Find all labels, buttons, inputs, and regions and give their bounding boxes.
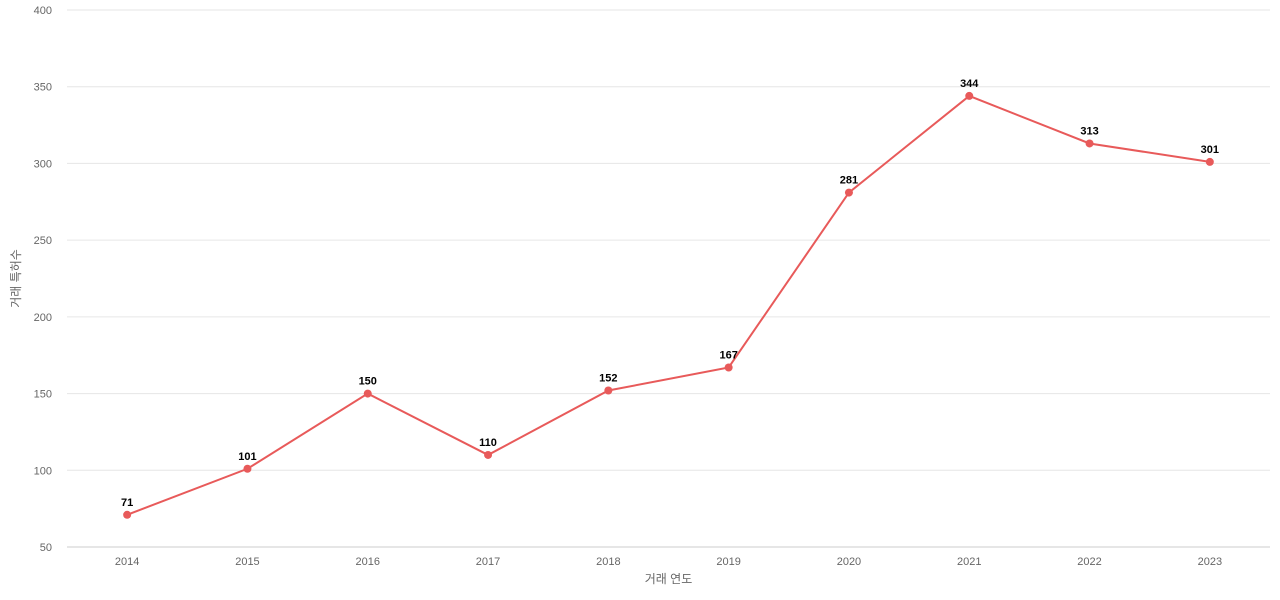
data-label: 313: [1080, 125, 1098, 137]
y-axis-title: 거래 특허수: [9, 249, 23, 308]
data-point[interactable]: [844, 188, 853, 197]
data-point[interactable]: [1085, 139, 1094, 148]
y-tick-label: 350: [34, 82, 52, 94]
y-tick-label: 250: [34, 235, 52, 247]
y-tick-label: 400: [34, 5, 52, 17]
data-point[interactable]: [965, 91, 974, 100]
data-point[interactable]: [484, 450, 493, 459]
x-tick-label: 2021: [957, 556, 981, 568]
x-axis-title: 거래 연도: [645, 572, 693, 586]
data-label: 281: [840, 175, 858, 187]
x-tick-label: 2022: [1077, 556, 1101, 568]
y-axis-ticks: 50 100 150 200 250 300 350 400: [34, 5, 52, 554]
data-point[interactable]: [604, 386, 613, 395]
x-tick-label: 2018: [596, 556, 620, 568]
x-axis-ticks: 2014 2015 2016 2017 2018 2019 2020 2021 2022 2023: [115, 556, 1222, 568]
x-tick-label: 2020: [837, 556, 861, 568]
data-label: 152: [599, 373, 617, 385]
data-label: 101: [238, 451, 256, 463]
data-label: 344: [960, 78, 979, 90]
data-label: 71: [121, 497, 133, 509]
data-label: 167: [719, 349, 737, 361]
y-tick-label: 50: [40, 542, 52, 554]
series-line: [126, 94, 1211, 516]
data-labels: 71 101 150 110 152 167 281 344 313 301: [121, 78, 1219, 509]
data-point[interactable]: [243, 464, 252, 473]
x-tick-label: 2019: [716, 556, 740, 568]
x-tick-label: 2023: [1198, 556, 1222, 568]
data-label: 150: [359, 376, 377, 388]
gridlines: [67, 9, 1270, 471]
data-point[interactable]: [123, 510, 132, 519]
x-tick-label: 2014: [115, 556, 139, 568]
x-tick-label: 2017: [476, 556, 500, 568]
data-point[interactable]: [1205, 157, 1214, 166]
data-label: 301: [1201, 144, 1219, 156]
y-tick-label: 200: [34, 312, 52, 324]
data-point[interactable]: [724, 363, 733, 372]
data-points: [123, 91, 1214, 519]
x-tick-label: 2015: [235, 556, 259, 568]
y-tick-label: 300: [34, 158, 52, 170]
x-tick-label: 2016: [356, 556, 380, 568]
data-label: 110: [479, 437, 497, 449]
y-tick-label: 100: [34, 465, 52, 477]
data-point[interactable]: [363, 389, 372, 398]
y-tick-label: 150: [34, 389, 52, 401]
